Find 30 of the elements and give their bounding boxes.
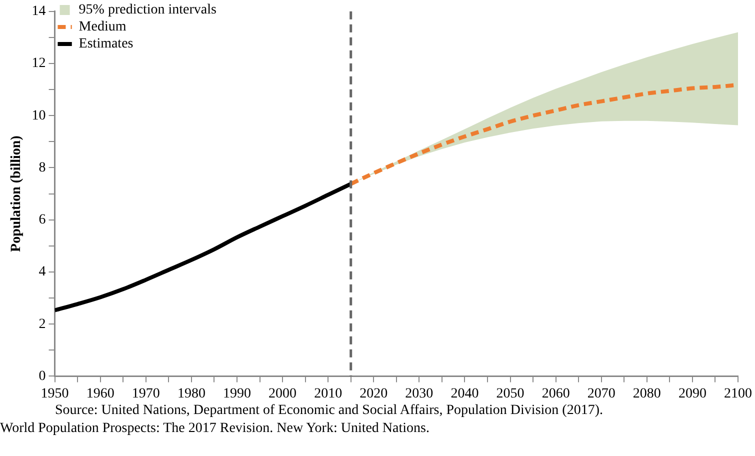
x-tick-label: 2100 [724, 386, 752, 402]
x-tick-label: 2060 [542, 386, 570, 402]
x-tick-label: 1990 [222, 386, 251, 402]
x-tick-label: 1980 [177, 386, 206, 402]
x-tick-label: 2030 [405, 386, 434, 402]
x-tick-label: 2070 [587, 386, 616, 402]
x-tick-label: 2000 [268, 386, 297, 402]
x-tick-label: 1960 [86, 386, 114, 402]
legend-label: Estimates [78, 36, 134, 52]
x-tick-label: 2080 [632, 386, 661, 402]
y-tick-label: 4 [38, 264, 46, 280]
x-tick-label: 2040 [450, 386, 479, 402]
y-tick-label: 14 [32, 4, 46, 20]
x-tick-label: 1970 [132, 386, 160, 402]
text: World Population Prospects: The 2017 Revision. New York: United Nations. [0, 420, 430, 438]
y-tick-label: 0 [38, 368, 46, 384]
y-axis-title: Population (billion) [9, 135, 24, 252]
y-tick-label: 12 [32, 56, 46, 72]
y-tick-label: 10 [32, 108, 46, 124]
source-note: Source: United Nations, Department of Economic and Social Affairs, Population Division (2017). [54, 402, 604, 420]
x-tick-label: 1950 [40, 386, 69, 402]
y-tick-label: 2 [38, 316, 46, 332]
y-tick-label: 6 [38, 212, 46, 228]
x-tick-label: 2010 [314, 386, 342, 402]
legend-label: 95% prediction intervals [78, 2, 216, 18]
x-tick-label: 2050 [496, 386, 524, 402]
y-tick-label: 8 [38, 160, 46, 176]
legend-label: Medium [78, 20, 126, 35]
x-tick-label: 2090 [678, 386, 706, 402]
x-tick-label: 2020 [360, 386, 388, 402]
